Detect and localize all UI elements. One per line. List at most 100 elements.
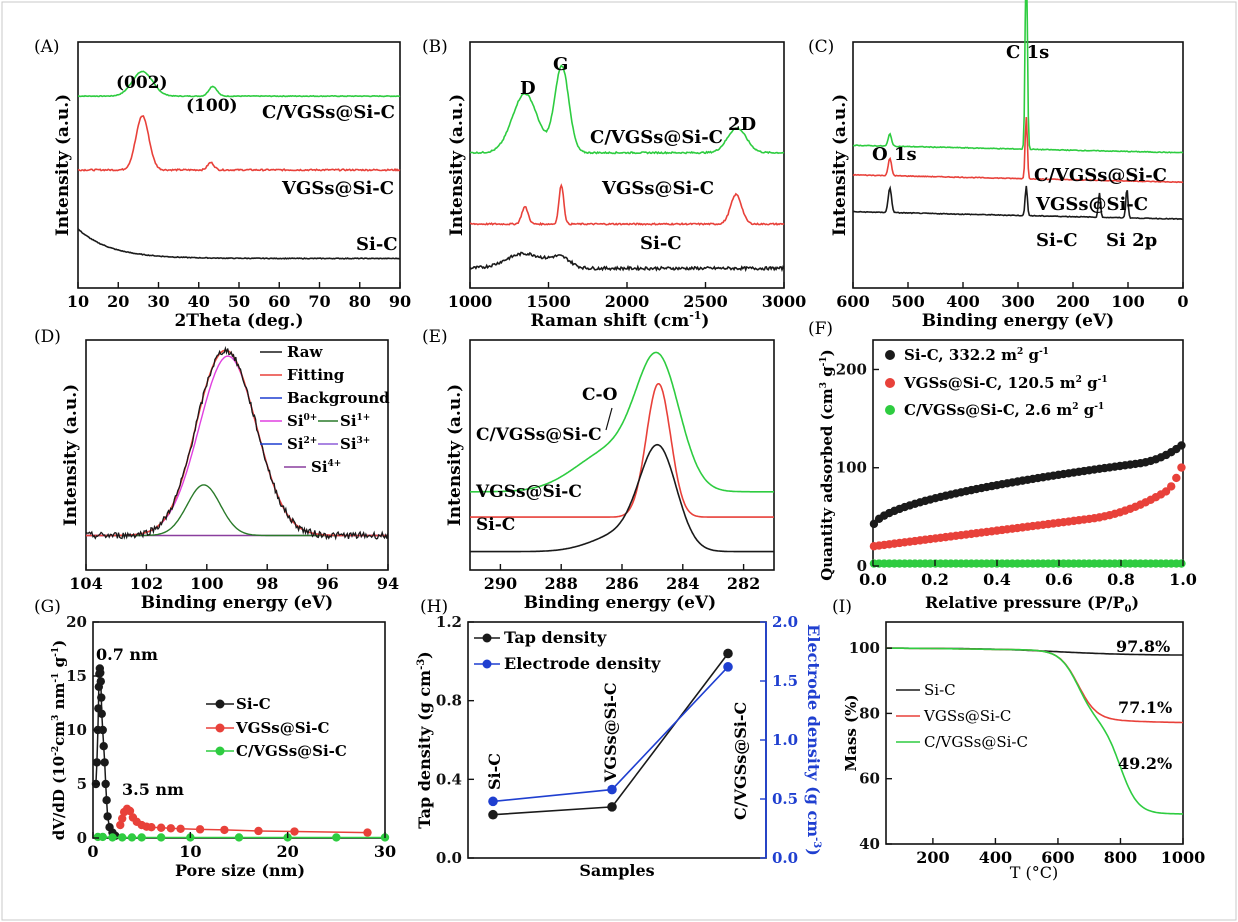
panel-d-legend: Raw Fitting Background Si0+ Si1+ Si2+ Si… <box>260 343 390 476</box>
panel-i-annot-492: 49.2% <box>1118 754 1172 773</box>
series-line-C/VGSs@Si-C <box>852 0 1184 154</box>
point-Si-C <box>869 519 879 529</box>
point-VGSs@Si-C <box>166 824 176 833</box>
panel-c-series-label-3: Si-C <box>1036 230 1078 251</box>
point-C/VGSs@Si-C <box>137 833 146 842</box>
legend-text-si3: Si3+ <box>340 435 370 453</box>
point-VGSs@Si-C <box>220 825 229 835</box>
x-tick-label: 284 <box>666 574 699 593</box>
panel-e-series-label-1: C/VGSs@Si-C <box>476 425 602 445</box>
legend-text-g-vgs: VGSs@Si-C <box>235 719 329 737</box>
panel-a-curves <box>77 70 401 260</box>
panel-c-curves <box>852 0 1184 221</box>
panel-f-ylabel: Quantity adsorbed (cm3 g-1) <box>818 349 836 581</box>
panel-a-xlabel: 2Theta (deg.) <box>174 311 303 331</box>
panel-label-g: (G) <box>34 597 61 617</box>
x-tick-label: 600 <box>836 292 869 311</box>
x-tick-label: 70 <box>308 292 330 311</box>
panel-e-ylabel: Intensity (a.u.) <box>445 384 465 526</box>
series-line-C/VGSs@Si-C <box>78 70 401 98</box>
panel-label-f: (F) <box>808 319 833 339</box>
panel-g-xticks: 0 10 20 30 <box>87 832 396 861</box>
panel-e-series-label-3: Si-C <box>476 515 515 535</box>
legend-text-g-cvgs: C/VGSs@Si-C <box>236 742 347 760</box>
legend-text-raw: Raw <box>287 343 324 361</box>
panel-c-xlabel: Binding energy (eV) <box>922 311 1114 331</box>
point-Tap density <box>607 802 617 812</box>
panel-b-series-label-2: VGSs@Si-C <box>601 178 714 199</box>
panel-e: (E) 290 288 286 284 282 C-O C/VGSs@Si-C VGSs… <box>422 327 775 613</box>
panel-b-curves <box>469 64 785 273</box>
point-Si-C <box>97 693 106 702</box>
point-VGSs@Si-C <box>125 806 135 816</box>
legend-text-g-sic: Si-C <box>236 695 271 713</box>
panel-h-legend: Tap density Electrode density <box>474 628 661 673</box>
x-tick-label: 1000 <box>1161 848 1206 867</box>
panel-d-xlabel: Binding energy (eV) <box>141 593 333 613</box>
x-tick-label: 0 <box>87 842 98 861</box>
panel-h-cat-1: Si-C <box>485 753 504 790</box>
panel-f-points <box>869 441 1186 568</box>
x-tick-label: 600 <box>1041 848 1074 867</box>
panel-d: (D) 104 102 100 98 96 94 Raw Fitting Backgrou… <box>34 327 399 613</box>
panel-b-annot-d: D <box>520 78 536 99</box>
panel-b-xticks: 1000 1500 2000 2500 3000 <box>448 282 807 311</box>
panel-h-ylabel: Tap density (g cm-3) <box>415 651 434 829</box>
y-tick-label: 1.5 <box>772 672 798 690</box>
panel-a-ylabel: Intensity (a.u.) <box>53 94 73 236</box>
point-C/VGSs@Si-C <box>108 833 117 842</box>
point-Si-C <box>103 812 112 821</box>
panel-c-ylabel: Intensity (a.u.) <box>830 94 850 236</box>
x-tick-label: 3000 <box>762 292 807 311</box>
panel-label-i: (I) <box>832 597 852 617</box>
panel-f-xlabel: Relative pressure (P/P0) <box>925 593 1139 615</box>
x-tick-label: 1.0 <box>1169 570 1197 589</box>
point-Si-C <box>98 725 107 735</box>
x-tick-label: 20 <box>277 842 299 861</box>
panel-a-xticks: 10 20 30 40 50 60 70 80 90 <box>67 282 411 311</box>
panel-d-frame <box>85 339 389 571</box>
point-Si-C <box>101 779 110 789</box>
legend-text-h-tap: Tap density <box>504 628 607 647</box>
y-tick-label: 20 <box>66 613 87 631</box>
panel-h-y2ticks: 0.0 0.5 1.0 1.5 2.0 <box>760 613 798 867</box>
panel-i-annot-771: 77.1% <box>1118 698 1172 717</box>
y-tick-label: 0 <box>77 829 87 847</box>
point-C/VGSs@Si-C <box>156 833 166 842</box>
panel-b-xlabel: Raman shift (cm-1) <box>531 309 710 331</box>
x-tick-label: 10 <box>67 292 89 311</box>
y-tick-label: 0.0 <box>772 849 798 867</box>
y-tick-label: 5 <box>77 775 87 793</box>
panel-h-y2label: Electrode density (g cm-3) <box>804 624 823 856</box>
x-tick-label: 400 <box>979 848 1012 867</box>
point-Electrode density <box>607 784 617 795</box>
x-tick-label: 400 <box>946 292 979 311</box>
x-tick-label: 80 <box>349 292 371 311</box>
series-line-VGSs@Si-C <box>77 115 401 172</box>
legend-text-background: Background <box>287 389 390 407</box>
legend-text-fitting: Fitting <box>287 366 345 384</box>
point-Si-C <box>96 668 105 677</box>
y-tick-label: 0.0 <box>436 849 462 867</box>
legend-dot-vgs <box>885 378 895 388</box>
panel-d-curves <box>85 345 389 541</box>
panel-i-ylabel: Mass (%) <box>842 695 860 772</box>
y-tick-label: 10 <box>66 721 87 739</box>
raw-line <box>85 345 389 541</box>
point-VGSs@Si-C <box>254 826 263 836</box>
point-Si-C <box>99 742 108 751</box>
line-C/VGSs@Si-C <box>886 647 1183 815</box>
legend-text-sic: Si-C, 332.2 m2 g-1 <box>904 346 1049 364</box>
point-Si-C <box>92 758 102 767</box>
panel-b-series-label-3: Si-C <box>640 233 682 254</box>
panel-c-annot-si2p: Si 2p <box>1106 230 1157 251</box>
x-tick-label: 0.8 <box>1107 570 1135 589</box>
panel-e-series-label-2: VGSs@Si-C <box>475 482 582 502</box>
panel-b-annot-g: G <box>553 54 568 75</box>
x-tick-label: 282 <box>727 574 760 593</box>
panel-label-d: (D) <box>34 327 61 347</box>
x-tick-label: 1000 <box>448 292 493 311</box>
x-tick-label: 90 <box>389 292 411 311</box>
